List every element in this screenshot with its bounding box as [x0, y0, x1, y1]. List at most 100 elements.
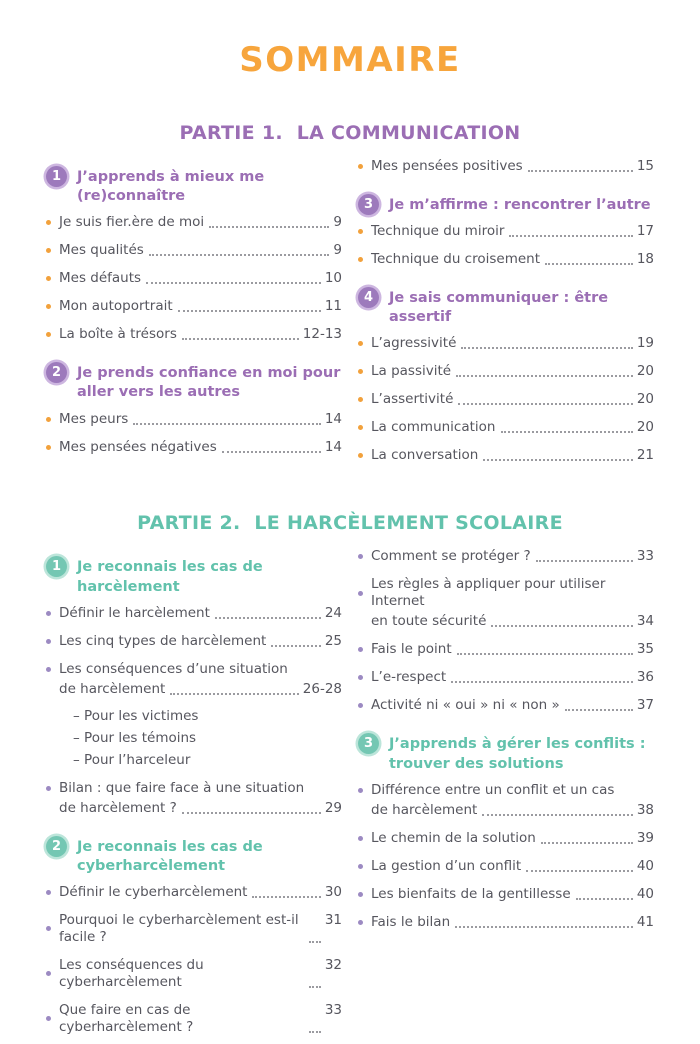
dot-leader	[308, 1030, 321, 1033]
sub-item: – Pour les témoins	[73, 730, 197, 747]
item-label: Technique du croisement	[371, 251, 541, 268]
toc-item: Que faire en cas de cyberharcèlement ? 33	[46, 999, 342, 1039]
toc-item: Mes pensées négatives 14	[46, 436, 342, 459]
page-number: 36	[636, 669, 654, 686]
item-label: La conversation	[371, 447, 479, 464]
toc-item: Mes défauts 10	[46, 267, 342, 290]
section-heading: 2 Je prends confiance en moi pour aller v…	[46, 361, 342, 402]
page-number: 14	[324, 438, 342, 455]
page-number: 12-13	[302, 326, 342, 343]
page-title: SOMMAIRE	[239, 40, 461, 80]
toc-item: Je suis fier.ère de moi 9	[46, 211, 342, 234]
toc-item: Mes qualités 9	[46, 239, 342, 262]
dot-leader	[540, 841, 633, 844]
toc-item: Les conséquences du cyberharcèlement 32	[46, 954, 342, 994]
item-label: Les règles à appliquer pour utiliser Int…	[371, 576, 606, 610]
item-label: Comment se protéger ?	[371, 548, 531, 565]
dot-leader	[221, 450, 321, 453]
page-number: 34	[636, 613, 654, 630]
dot-leader	[456, 653, 633, 656]
bullet-icon	[358, 590, 363, 596]
item-label: Les bienfaits de la gentillesse	[371, 885, 571, 902]
item-label: L’e-respect	[371, 669, 447, 686]
bullet-icon	[358, 863, 363, 869]
item-label: Le chemin de la solution	[371, 829, 536, 846]
toc-item-row: Comment se protéger ? 33	[358, 545, 654, 568]
page-number: 38	[636, 801, 654, 818]
bullet-icon	[46, 1016, 51, 1022]
toc-item: Le chemin de la solution 39	[358, 827, 654, 850]
bullet-icon	[358, 341, 363, 347]
item-label: Mes qualités	[59, 242, 144, 259]
page-number: 11	[324, 298, 342, 315]
section-number-badge: 1	[46, 166, 67, 187]
toc-item-row: Fais le bilan 41	[358, 911, 654, 934]
toc-item-row: Mes peurs 14	[46, 408, 342, 431]
section-number-badge: 1	[46, 556, 67, 578]
item-label: Bilan : que faire face à une situation	[59, 779, 305, 796]
toc-item-row: Bilan : que faire face à une situation	[46, 777, 342, 800]
toc-item-row: La passivité 20	[358, 360, 654, 383]
bullet-icon	[46, 889, 51, 895]
bullet-icon	[46, 444, 51, 450]
bullet-icon	[46, 416, 51, 422]
dot-leader	[170, 692, 299, 695]
toc-item: La passivité 20	[358, 360, 654, 383]
toc-item: Les cinq types de harcèlement 25	[46, 630, 342, 653]
page-number: 26-28	[302, 680, 342, 697]
page-number: 35	[636, 641, 654, 658]
item-label-continuation: en toute sécurité	[371, 613, 487, 630]
page-number: 40	[636, 885, 654, 902]
item-label: Activité ni « oui » ni « non »	[371, 697, 560, 714]
bullet-icon	[358, 397, 363, 403]
page-number: 15	[636, 158, 654, 174]
section-heading: 1 J’apprends à mieux me (re)connaître	[46, 165, 342, 206]
bullet-icon	[358, 369, 363, 375]
item-label: La communication	[371, 419, 496, 436]
section-heading: 2 Je reconnais les cas de cyberharcèlemen…	[46, 835, 342, 876]
toc-item-row: Pourquoi le cyberharcèlement est-il faci…	[46, 909, 342, 949]
dot-leader	[455, 925, 633, 928]
toc-item-row: Différence entre un conflit et un cas	[358, 779, 654, 802]
dot-leader	[545, 263, 633, 266]
page-number: 18	[636, 251, 654, 268]
dot-leader	[308, 985, 321, 988]
item-label: Les conséquences du cyberharcèlement	[59, 956, 204, 990]
bullet-icon	[46, 638, 51, 644]
sub-item: – Pour les victimes	[73, 708, 199, 725]
page-number: 29	[324, 799, 342, 816]
item-label: Les cinq types de harcèlement	[59, 632, 267, 649]
section-heading-label: J’apprends à mieux me (re)connaître	[77, 169, 265, 205]
dot-leader	[527, 170, 633, 172]
toc-item: Définir le harcèlement 24	[46, 602, 342, 625]
toc-item: Les bienfaits de la gentillesse 40	[358, 883, 654, 906]
part-2-section: PARTIE 2. LE HARCÈLEMENT SCOLAIRE 1 Je re…	[46, 512, 654, 1044]
toc-item-row: Technique du miroir 17	[358, 220, 654, 243]
page-number: 39	[636, 829, 654, 846]
bullet-icon	[358, 229, 363, 235]
toc-item-row: La boîte à trésors 12-13	[46, 323, 342, 346]
item-label: Mes peurs	[59, 410, 129, 427]
toc-item-row: Technique du croisement 18	[358, 248, 654, 271]
section-heading-label: Je reconnais les cas de cyberharcèlement	[77, 838, 263, 874]
item-label: Je suis fier.ère de moi	[59, 214, 205, 231]
part-1-columns: 1 J’apprends à mieux me (re)connaître Je s…	[46, 150, 654, 472]
toc-item-row-continuation: en toute sécurité 34	[358, 613, 654, 633]
item-label: Pourquoi le cyberharcèlement est-il faci…	[59, 911, 299, 945]
page-number: 31	[324, 911, 342, 928]
toc-item-row: Définir le harcèlement 24	[46, 602, 342, 625]
item-label: Mon autoportrait	[59, 298, 173, 315]
section-heading: 1 Je reconnais les cas de harcèlement	[46, 555, 342, 596]
bullet-icon	[358, 787, 363, 793]
item-label: Fais le bilan	[371, 913, 451, 930]
bullet-icon	[46, 276, 51, 282]
bullet-icon	[358, 919, 363, 925]
bullet-icon	[46, 304, 51, 310]
page-number: 24	[324, 604, 342, 621]
part-2-title: PARTIE 2. LE HARCÈLEMENT SCOLAIRE	[137, 512, 563, 535]
section-heading: 3 Je m’affirme : rencontrer l’autre	[358, 193, 654, 215]
page-number: 14	[324, 410, 342, 427]
dot-leader	[271, 644, 321, 647]
page-number: 30	[324, 883, 342, 900]
item-label-continuation: de harcèlement	[59, 680, 166, 697]
